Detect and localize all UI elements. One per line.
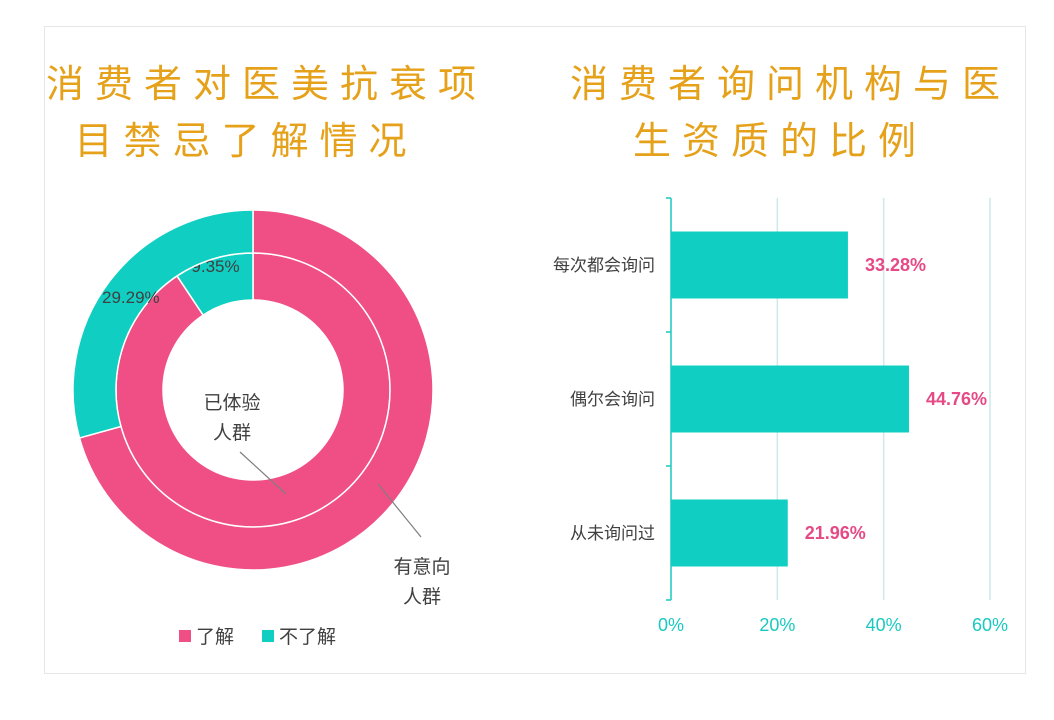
inner-ring-name-line-2: 人群 (213, 422, 251, 444)
donut-chart-title: 消费者对医美抗衰项目禁忌了解情况 (46, 56, 488, 170)
bar-value-label-0: 33.28% (865, 255, 926, 275)
bar-x-tick-0: 0% (658, 615, 684, 635)
inner-ring-name-line-1: 已体验 (203, 392, 260, 414)
bar-x-tick-1: 20% (759, 615, 795, 635)
outer-ring-name-line-1: 有意向 (393, 556, 450, 578)
outer-ring-label-1: 29.29% (102, 288, 160, 307)
chart-frame (44, 26, 1026, 674)
bar-1 (671, 365, 909, 433)
legend-swatch-1 (262, 630, 274, 642)
bar-category-label-0: 每次都会询问 (553, 256, 655, 276)
donut-title-line-2: 目禁忌了解情况 (74, 119, 418, 163)
bar-0 (671, 231, 848, 299)
bar-x-tick-2: 40% (866, 615, 902, 635)
inner-ring-leader-line (239, 451, 287, 495)
outer-ring-leader-line (377, 483, 422, 538)
bar-title-line-1: 消费者询问机构与医 (570, 62, 1012, 106)
outer-ring-slice-0 (78, 209, 434, 571)
legend-swatch-0 (179, 630, 191, 642)
bar-value-label-2: 21.96% (805, 523, 866, 543)
bar-2 (671, 499, 788, 567)
bar-chart-title: 消费者询问机构与医生资质的比例 (570, 56, 1012, 170)
outer-ring-slice-1 (72, 209, 254, 439)
legend-label-0: 了解 (196, 626, 234, 648)
outer-ring-name-line-2: 人群 (403, 586, 441, 608)
legend-label-1: 不了解 (279, 626, 336, 648)
bar-category-label-1: 偶尔会询问 (570, 390, 655, 410)
bar-category-label-2: 从未询问过 (570, 524, 655, 544)
bar-value-label-1: 44.76% (926, 389, 987, 409)
bar-title-line-2: 生资质的比例 (632, 119, 927, 163)
bar-x-tick-3: 60% (972, 615, 1008, 635)
donut-title-line-1: 消费者对医美抗衰项 (46, 62, 488, 106)
